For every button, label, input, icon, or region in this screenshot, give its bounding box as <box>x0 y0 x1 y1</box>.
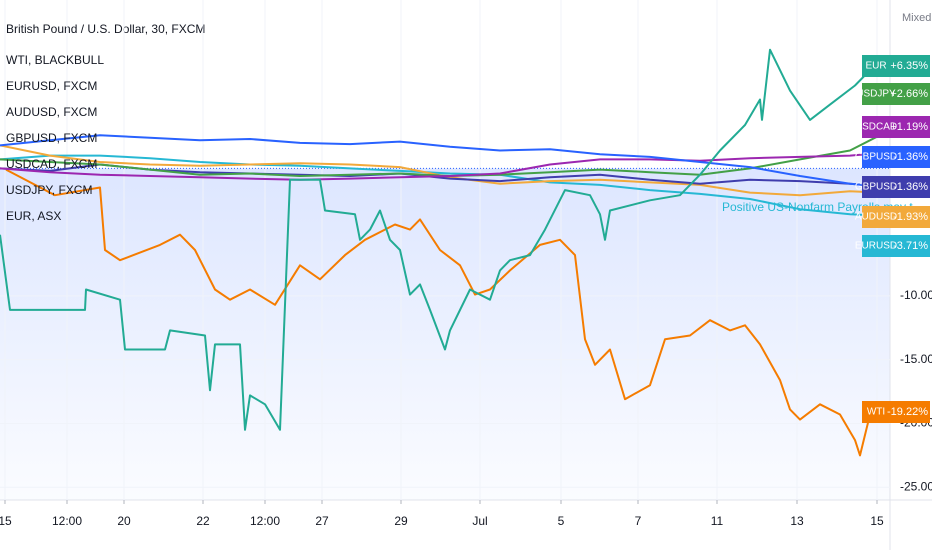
price-badge: EURUSD-3.71% <box>855 235 930 257</box>
badge-name: USDCAD <box>855 122 897 133</box>
badge-name-box <box>862 206 890 228</box>
scale-mode: Mixed <box>902 12 931 24</box>
price-badge: EUR +6.35% <box>862 55 930 77</box>
badge-name: AUDUSD <box>855 212 897 223</box>
badge-name-box <box>862 116 890 138</box>
legend-entry: GBPUSD, FXCM <box>6 131 97 145</box>
badge-value: -1.36% <box>893 151 928 163</box>
badge-name: EURUSD <box>855 241 897 252</box>
series-line <box>5 168 881 457</box>
series-line <box>0 144 881 197</box>
badge-value: +1.19% <box>890 121 928 133</box>
price-badge: USDCAD+1.19% <box>855 116 930 138</box>
badge-name: WTI <box>867 407 885 418</box>
price-badge: GBPUSD-1.36% <box>855 146 930 168</box>
badge-value: +6.35% <box>890 60 928 72</box>
badge-name-box <box>862 401 890 423</box>
x-tick-label: 15 <box>0 514 12 528</box>
legend-entry: EUR, ASX <box>6 209 61 223</box>
x-tick-label: Jul <box>472 514 487 528</box>
badge-value-box <box>890 83 930 105</box>
badge-value-box <box>890 146 930 168</box>
badge-name: USDJPY <box>856 89 896 100</box>
price-badge: USDJPY+2.66% <box>856 83 930 105</box>
x-tick-label: 20 <box>117 514 131 528</box>
badge-value: +2.66% <box>890 88 928 100</box>
main-area <box>0 168 890 500</box>
x-tick-label: 22 <box>196 514 210 528</box>
series-line <box>0 152 881 181</box>
series-line <box>0 48 881 431</box>
y-tick-label: -10.00% <box>900 288 932 302</box>
legend-entry: AUDUSD, FXCM <box>6 105 97 119</box>
price-badge: AUDUSD-1.93% <box>855 206 930 228</box>
legend-entry: EURUSD, FXCM <box>6 79 97 93</box>
x-tick-label: 13 <box>790 514 804 528</box>
badge-value-box <box>890 55 930 77</box>
badge-value-box <box>890 206 930 228</box>
x-tick-label: 15 <box>870 514 884 528</box>
badge-value-box <box>890 176 930 198</box>
badge-name: GBPUSD <box>855 152 897 163</box>
x-tick-label: 5 <box>558 514 565 528</box>
x-tick-label: 11 <box>711 514 724 528</box>
badge-name-box <box>862 235 890 257</box>
x-tick-label: 29 <box>394 514 408 528</box>
badge-value: -1.36% <box>893 181 928 193</box>
x-tick-label: 7 <box>635 514 642 528</box>
badge-value-box <box>890 116 930 138</box>
badge-name: GBPUSD <box>855 182 897 193</box>
series-line <box>0 134 881 188</box>
y-tick-label: -15.00% <box>900 352 932 366</box>
price-badge: GBPUSD-1.36% <box>855 176 930 198</box>
badge-value-box <box>890 401 930 423</box>
badge-name-box <box>862 176 890 198</box>
x-tick-label: 12:00 <box>250 514 280 528</box>
badge-name: EUR <box>865 61 886 72</box>
legend-entry: USDJPY, FXCM <box>6 183 92 197</box>
badge-name-box <box>862 146 890 168</box>
badge-value: -3.71% <box>893 240 928 252</box>
chart-title: British Pound / U.S. Dollar, 30, FXCM <box>6 22 205 36</box>
badge-value: -19.22% <box>887 406 928 418</box>
y-tick-label: -25.00% <box>900 479 932 493</box>
badge-value: -1.93% <box>893 211 928 223</box>
badge-name-box <box>862 83 890 105</box>
badge-value-box <box>890 235 930 257</box>
badge-name-box <box>862 55 890 77</box>
series-line <box>0 154 881 217</box>
x-tick-label: 27 <box>315 514 329 528</box>
legend-entry: WTI, BLACKBULL <box>6 53 104 67</box>
legend-entry: USDCAD, FXCM <box>6 157 97 171</box>
price-badge: WTI -19.22% <box>862 401 930 423</box>
x-tick-label: 12:00 <box>52 514 82 528</box>
